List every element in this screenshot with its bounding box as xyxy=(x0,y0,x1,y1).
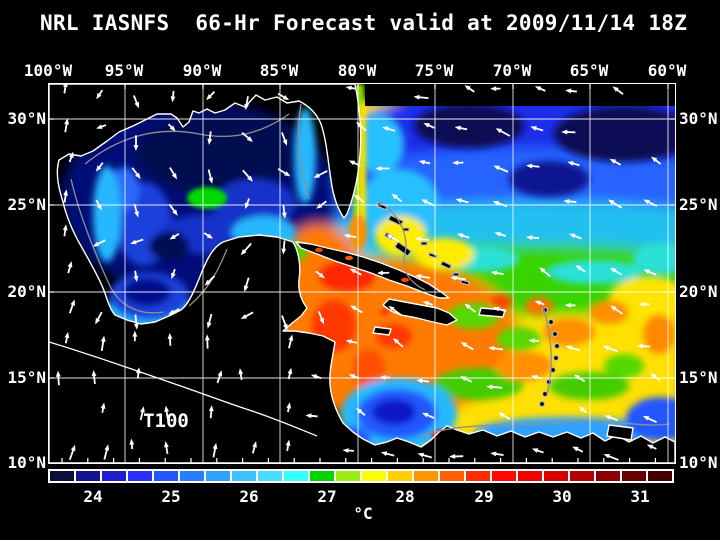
colorbar-cell xyxy=(518,471,542,481)
colorbar-cell xyxy=(206,471,230,481)
lon-label: 60°W xyxy=(647,61,687,80)
no-data-band xyxy=(365,84,675,106)
map-frame: T100 xyxy=(48,83,676,464)
colorbar-cell xyxy=(622,471,646,481)
colorbar-cell xyxy=(570,471,594,481)
colorbar-cell xyxy=(440,471,464,481)
lon-label: 70°W xyxy=(492,61,532,80)
lon-label: 85°W xyxy=(259,61,299,80)
colorbar-tick: 31 xyxy=(630,487,650,506)
colorbar-cell xyxy=(388,471,412,481)
lat-label: 25°N xyxy=(7,195,46,214)
colorbar-cell xyxy=(258,471,282,481)
island-cuba xyxy=(295,241,450,299)
lat-label: 20°N xyxy=(7,282,46,301)
lat-label: 30°N xyxy=(679,109,718,128)
colorbar-cell xyxy=(492,471,516,481)
variable-label: T100 xyxy=(143,410,189,432)
colorbar-tick: 29 xyxy=(474,487,494,506)
lat-label: 10°N xyxy=(7,453,46,472)
colorbar-unit: °C xyxy=(353,504,373,523)
lat-label: 10°N xyxy=(679,453,718,472)
colorbar-tick: 26 xyxy=(239,487,259,506)
lon-label: 100°W xyxy=(23,61,73,80)
island-hispaniola xyxy=(382,298,458,326)
colorbar-cell xyxy=(154,471,178,481)
lon-label: 90°W xyxy=(182,61,222,80)
colorbar-cell xyxy=(414,471,438,481)
colorbar-cell xyxy=(336,471,360,481)
colorbar-cell xyxy=(310,471,334,481)
land-mask xyxy=(49,84,675,463)
lon-label: 75°W xyxy=(414,61,454,80)
lon-label: 65°W xyxy=(569,61,609,80)
colorbar-cell xyxy=(50,471,74,481)
gridlines xyxy=(49,84,675,463)
axis-ticks xyxy=(49,84,675,463)
wind-arrows xyxy=(55,84,662,461)
island-trinidad xyxy=(606,424,634,441)
lon-label: 80°W xyxy=(337,61,377,80)
colorbar-tick: 25 xyxy=(161,487,181,506)
colorbar-cell xyxy=(284,471,308,481)
lat-label: 30°N xyxy=(7,109,46,128)
colorbar-cell xyxy=(596,471,620,481)
colorbar-cell xyxy=(128,471,152,481)
temperature-map: T100 xyxy=(49,84,675,463)
lon-label: 95°W xyxy=(104,61,144,80)
colorbar-cell xyxy=(76,471,100,481)
mainland xyxy=(49,84,675,463)
colorbar-cell xyxy=(102,471,126,481)
lat-label: 15°N xyxy=(7,368,46,387)
island-jamaica xyxy=(372,326,392,336)
lat-label: 25°N xyxy=(679,195,718,214)
lat-label: 20°N xyxy=(679,282,718,301)
colorbar-tick: 27 xyxy=(317,487,337,506)
colorbar-tick: 24 xyxy=(83,487,103,506)
colorbar-cell xyxy=(544,471,568,481)
page-title: NRL IASNFS 66-Hr Forecast valid at 2009/… xyxy=(40,11,688,35)
colorbar-tick: 28 xyxy=(395,487,415,506)
colorbar-cell xyxy=(466,471,490,481)
colorbar-tick: 30 xyxy=(552,487,572,506)
colorbar-cell xyxy=(362,471,386,481)
colorbar-cell xyxy=(180,471,204,481)
temperature-colorbar xyxy=(48,469,674,483)
cuba-coastal-spots xyxy=(315,247,409,283)
colorbar-cell xyxy=(232,471,256,481)
lat-label: 15°N xyxy=(679,368,718,387)
colorbar-cell xyxy=(648,471,672,481)
bathymetry-contours xyxy=(70,103,670,437)
